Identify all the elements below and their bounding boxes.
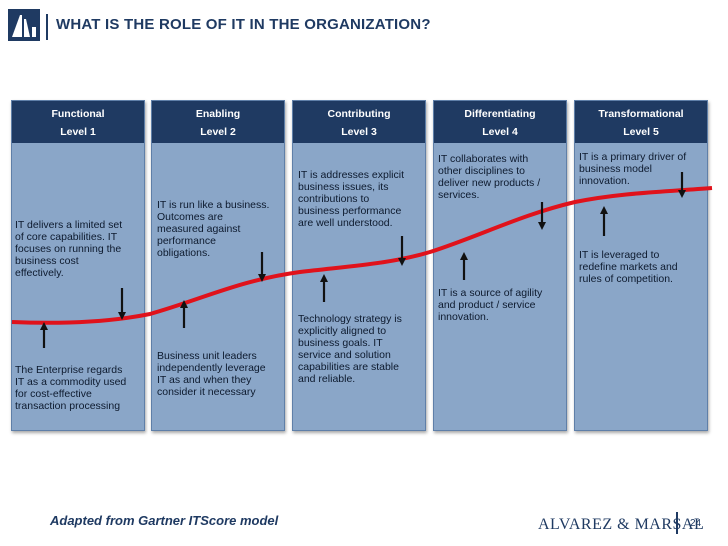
level-name: Functional <box>51 108 105 120</box>
level-number: Level 2 <box>200 126 236 138</box>
level-lower-description: Business unit leaders independently leve… <box>157 350 266 398</box>
level-lower-description: IT is leveraged to redefine markets and … <box>579 249 678 285</box>
level-number: Level 5 <box>623 126 659 138</box>
level-upper-description: IT is a primary driver of business model… <box>579 151 687 187</box>
level-header: Functional Level 1 <box>12 101 144 143</box>
level-number: Level 4 <box>482 126 518 138</box>
level-upper-description: IT is run like a business. Outcomes are … <box>157 199 270 259</box>
level-lower-description: Technology strategy is explicitly aligne… <box>298 313 402 385</box>
level-column-differentiating: Differentiating Level 4 IT collaborates … <box>433 100 567 431</box>
page-number: 24 <box>690 518 702 529</box>
brand-wordmark: ALVAREZ & MARSAL <box>538 516 705 533</box>
source-note: Adapted from Gartner ITScore model <box>50 513 279 528</box>
logo-mark-icon <box>12 15 36 37</box>
level-column-functional: Functional Level 1 IT delivers a limited… <box>11 100 145 431</box>
level-upper-description: IT delivers a limited set of core capabi… <box>15 219 123 279</box>
level-column-enabling: Enabling Level 2 IT is run like a busine… <box>151 100 285 431</box>
level-name: Contributing <box>327 108 391 120</box>
level-header: Transformational Level 5 <box>575 101 707 143</box>
level-column-contributing: Contributing Level 3 IT is addresses exp… <box>292 100 426 431</box>
level-name: Transformational <box>598 108 684 120</box>
level-header: Enabling Level 2 <box>152 101 284 143</box>
title-divider <box>46 14 48 40</box>
level-header: Differentiating Level 4 <box>434 101 566 143</box>
level-header: Contributing Level 3 <box>293 101 425 143</box>
level-name: Enabling <box>195 108 241 120</box>
level-lower-description: The Enterprise regards IT as a commodity… <box>15 364 127 412</box>
level-number: Level 1 <box>60 126 96 138</box>
page-title: WHAT IS THE ROLE OF IT IN THE ORGANIZATI… <box>56 16 431 33</box>
company-logo <box>8 9 40 41</box>
footer-divider <box>676 512 678 534</box>
level-upper-description: IT collaborates with other disciplines t… <box>438 153 541 201</box>
level-lower-description: IT is a source of agility and product / … <box>438 287 543 323</box>
level-name: Differentiating <box>464 108 536 120</box>
level-column-transformational: Transformational Level 5 IT is a primary… <box>574 100 708 431</box>
level-upper-description: IT is addresses explicit business issues… <box>298 169 405 229</box>
level-number: Level 3 <box>341 126 377 138</box>
